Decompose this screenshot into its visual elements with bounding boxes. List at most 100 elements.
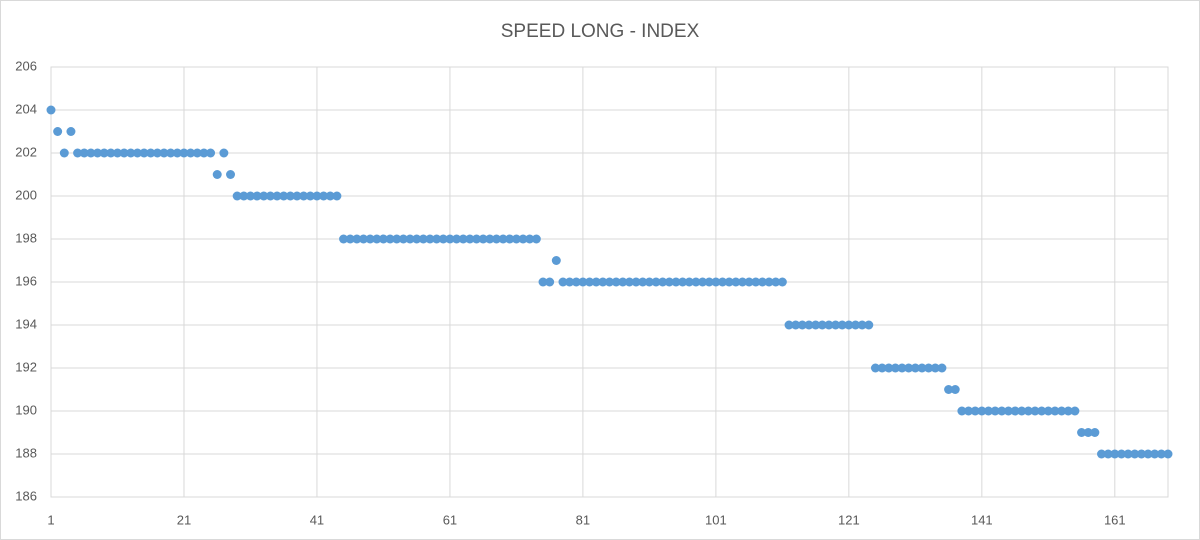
y-tick-label: 196 (15, 273, 37, 288)
point (744, 277, 754, 287)
point (59, 148, 69, 158)
point (884, 363, 894, 373)
point (458, 234, 468, 244)
point (485, 234, 495, 244)
point (418, 234, 428, 244)
point (691, 277, 701, 287)
point (1030, 406, 1040, 416)
point (292, 191, 302, 201)
x-tick-label: 21 (177, 512, 191, 527)
point (192, 148, 202, 158)
point (465, 234, 475, 244)
point (910, 363, 920, 373)
point (704, 277, 714, 287)
point (93, 148, 103, 158)
point (844, 320, 854, 330)
point (259, 191, 269, 201)
point (232, 191, 242, 201)
point (970, 406, 980, 416)
point (1017, 406, 1027, 416)
point (1090, 428, 1100, 437)
point (724, 277, 734, 287)
point (139, 148, 149, 158)
x-tick-label: 161 (1104, 512, 1126, 527)
point (206, 148, 216, 158)
point (764, 277, 774, 287)
x-tick-label: 81 (576, 512, 590, 527)
point (638, 277, 648, 287)
point (345, 234, 355, 244)
point (565, 277, 575, 287)
point (1110, 449, 1120, 459)
point (86, 148, 96, 158)
point (425, 234, 435, 244)
point (1003, 406, 1013, 416)
point (851, 320, 861, 330)
point (1103, 449, 1113, 459)
point (186, 148, 196, 158)
point (46, 105, 56, 115)
point (737, 277, 747, 287)
point (611, 277, 621, 287)
point (1123, 449, 1133, 459)
point (711, 277, 721, 287)
point (518, 234, 528, 244)
point (239, 191, 249, 201)
point (378, 234, 388, 244)
point (791, 320, 801, 330)
point (358, 234, 368, 244)
point (870, 363, 880, 373)
point (1143, 449, 1153, 459)
point (990, 406, 1000, 416)
point (904, 363, 914, 373)
point (1083, 428, 1093, 437)
point (119, 148, 129, 158)
point (644, 277, 654, 287)
point (179, 148, 189, 158)
point (944, 385, 954, 394)
chart-title: SPEED LONG - INDEX (501, 21, 700, 42)
point (624, 277, 634, 287)
point (106, 148, 116, 158)
point (618, 277, 628, 287)
point (305, 191, 315, 201)
point (272, 191, 282, 201)
point (771, 277, 781, 287)
point (159, 148, 169, 158)
point (166, 148, 176, 158)
point (1037, 406, 1047, 416)
point (112, 148, 122, 158)
point (551, 256, 561, 265)
x-tick-label: 121 (838, 512, 860, 527)
x-tick-label: 61 (443, 512, 457, 527)
point (505, 234, 515, 244)
point (412, 234, 422, 244)
point (405, 234, 415, 244)
y-tick-label: 194 (15, 316, 37, 331)
y-tick-label: 198 (15, 230, 37, 245)
point (285, 191, 295, 201)
point (1130, 449, 1140, 459)
point (1063, 406, 1073, 416)
point (890, 363, 900, 373)
point (332, 191, 342, 201)
point (977, 406, 987, 416)
point (432, 234, 442, 244)
point (1050, 406, 1060, 416)
point (1097, 449, 1107, 459)
point (591, 277, 601, 287)
point (472, 234, 482, 244)
point (212, 170, 222, 179)
point (252, 191, 262, 201)
point (578, 277, 588, 287)
point (99, 148, 109, 158)
point (1136, 449, 1146, 459)
point (498, 234, 508, 244)
y-tick-label: 200 (15, 187, 37, 202)
point (664, 277, 674, 287)
x-tick-label: 141 (971, 512, 993, 527)
point (983, 406, 993, 416)
y-tick-label: 186 (15, 488, 37, 503)
point (917, 363, 927, 373)
point (152, 148, 162, 158)
